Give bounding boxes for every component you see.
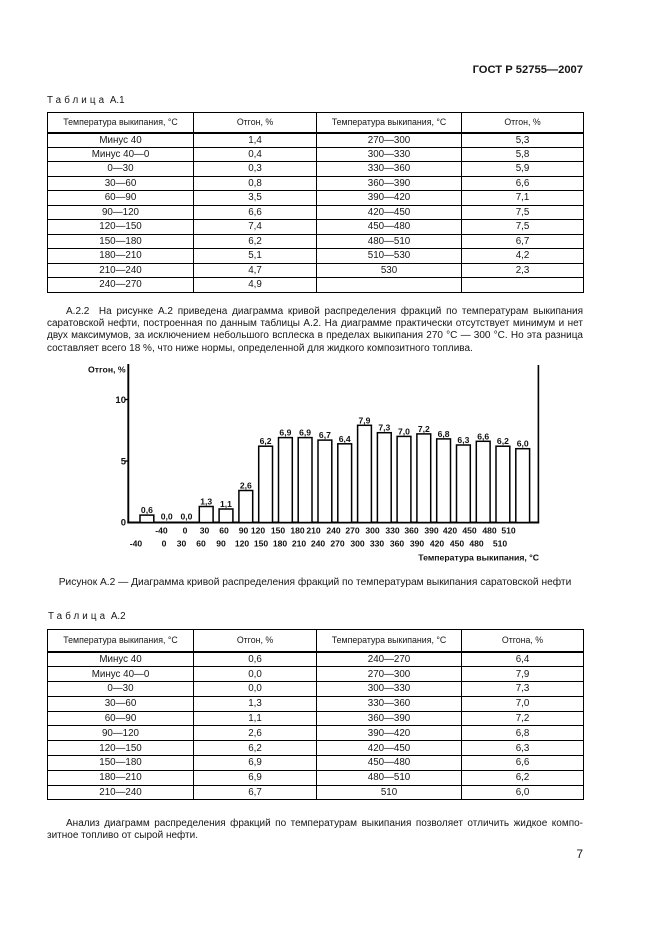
svg-text:0: 0 bbox=[183, 526, 188, 536]
svg-text:450: 450 bbox=[462, 526, 477, 536]
svg-text:-40: -40 bbox=[155, 526, 168, 536]
svg-text:210: 210 bbox=[292, 539, 307, 549]
svg-text:6,4: 6,4 bbox=[339, 434, 351, 444]
svg-text:0,0: 0,0 bbox=[181, 512, 193, 522]
svg-text:6,9: 6,9 bbox=[279, 428, 291, 438]
svg-text:270: 270 bbox=[345, 526, 360, 536]
svg-text:0: 0 bbox=[121, 518, 126, 529]
svg-text:300: 300 bbox=[365, 526, 380, 536]
svg-text:210: 210 bbox=[306, 526, 321, 536]
svg-text:450: 450 bbox=[450, 539, 465, 549]
svg-text:30: 30 bbox=[177, 539, 187, 549]
svg-text:6,2: 6,2 bbox=[497, 436, 509, 446]
svg-text:Температура выкипания, °С: Температура выкипания, °С bbox=[418, 553, 539, 563]
svg-text:6,0: 6,0 bbox=[517, 439, 529, 449]
svg-text:0,6: 0,6 bbox=[141, 505, 153, 515]
svg-text:60: 60 bbox=[196, 539, 206, 549]
svg-text:180: 180 bbox=[290, 526, 305, 536]
svg-text:330: 330 bbox=[370, 539, 385, 549]
svg-text:6,7: 6,7 bbox=[319, 430, 331, 440]
svg-text:120: 120 bbox=[235, 539, 250, 549]
svg-text:Отгон, %: Отгон, % bbox=[88, 364, 126, 374]
svg-text:5: 5 bbox=[121, 456, 127, 467]
svg-text:2,6: 2,6 bbox=[240, 481, 252, 491]
svg-text:1,3: 1,3 bbox=[200, 497, 212, 507]
svg-text:6,8: 6,8 bbox=[438, 429, 450, 439]
svg-text:120: 120 bbox=[251, 526, 266, 536]
svg-text:90: 90 bbox=[239, 526, 249, 536]
svg-text:300: 300 bbox=[350, 539, 365, 549]
svg-text:30: 30 bbox=[200, 526, 210, 536]
svg-text:90: 90 bbox=[216, 539, 226, 549]
svg-text:150: 150 bbox=[254, 539, 269, 549]
svg-text:510: 510 bbox=[493, 539, 508, 549]
svg-text:7,2: 7,2 bbox=[418, 424, 430, 434]
svg-text:240: 240 bbox=[311, 539, 326, 549]
svg-text:-40: -40 bbox=[130, 539, 143, 549]
svg-text:60: 60 bbox=[219, 526, 229, 536]
svg-text:390: 390 bbox=[424, 526, 439, 536]
svg-text:240: 240 bbox=[326, 526, 341, 536]
svg-text:390: 390 bbox=[410, 539, 425, 549]
svg-text:270: 270 bbox=[330, 539, 345, 549]
svg-text:6,9: 6,9 bbox=[299, 428, 311, 438]
svg-text:0,0: 0,0 bbox=[161, 512, 173, 522]
svg-text:330: 330 bbox=[385, 526, 400, 536]
svg-text:7,9: 7,9 bbox=[359, 415, 371, 425]
svg-text:420: 420 bbox=[443, 526, 458, 536]
svg-text:6,6: 6,6 bbox=[477, 431, 489, 441]
svg-text:150: 150 bbox=[271, 526, 286, 536]
svg-text:510: 510 bbox=[501, 526, 516, 536]
svg-text:6,2: 6,2 bbox=[260, 436, 272, 446]
svg-text:180: 180 bbox=[273, 539, 288, 549]
svg-text:480: 480 bbox=[482, 526, 497, 536]
svg-text:360: 360 bbox=[404, 526, 419, 536]
svg-text:10: 10 bbox=[115, 395, 126, 406]
svg-text:480: 480 bbox=[469, 539, 484, 549]
svg-text:7,0: 7,0 bbox=[398, 426, 410, 436]
svg-text:1,1: 1,1 bbox=[220, 499, 232, 509]
svg-text:7,3: 7,3 bbox=[378, 423, 390, 433]
svg-text:420: 420 bbox=[430, 539, 445, 549]
svg-text:0: 0 bbox=[162, 539, 167, 549]
svg-text:6,3: 6,3 bbox=[457, 435, 469, 445]
svg-text:360: 360 bbox=[390, 539, 405, 549]
